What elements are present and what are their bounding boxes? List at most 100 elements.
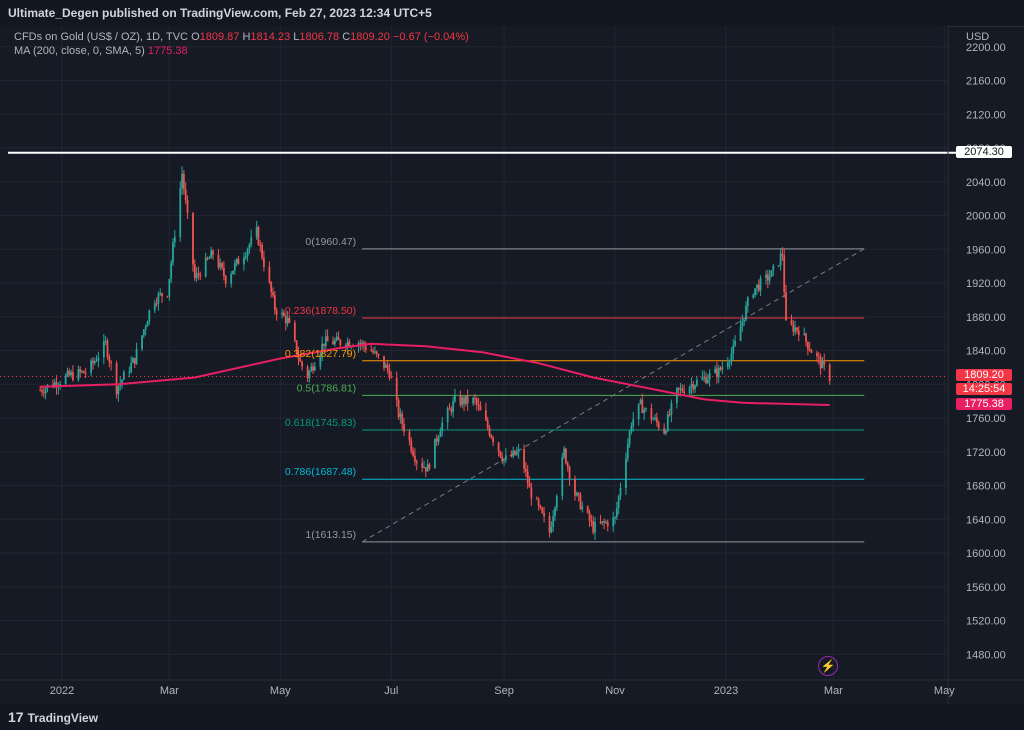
candle-body: [412, 451, 415, 456]
candle-body: [726, 362, 729, 368]
candle-body: [528, 483, 531, 488]
candle-body: [612, 517, 615, 527]
candle-body: [790, 320, 793, 325]
candle-body: [313, 366, 316, 371]
candle-body: [701, 377, 704, 380]
ma200-line[interactable]: [40, 342, 830, 406]
candle-body: [752, 294, 755, 298]
candle-body: [566, 463, 569, 468]
candle-body: [414, 455, 416, 462]
candle-body: [706, 379, 709, 384]
candle-body: [739, 326, 742, 341]
fib-level-label: 1(1613.15): [305, 529, 356, 541]
close-value: 1809.20: [350, 31, 390, 43]
candle-body: [221, 263, 223, 268]
candle-body: [237, 258, 240, 265]
candle-body: [161, 293, 163, 297]
candle-body: [403, 424, 405, 432]
candle-body: [415, 461, 418, 464]
candle-body: [550, 526, 553, 533]
candle-body: [452, 401, 455, 412]
candle-body: [781, 253, 784, 256]
candle-body: [263, 257, 265, 267]
candle-body: [475, 398, 478, 405]
candle-body: [339, 339, 342, 346]
ma-legend[interactable]: MA (200, close, 0, SMA, 5) 1775.38: [14, 45, 188, 57]
symbol-label: CFDs on Gold (US$ / OZ), 1D, TVC: [14, 31, 189, 43]
price-tick-label: 1720.00: [966, 447, 1006, 459]
candle-body: [434, 438, 436, 469]
candle-body: [104, 340, 107, 342]
candle-body: [95, 360, 98, 362]
candle-body: [122, 371, 125, 380]
candle-body: [110, 362, 113, 364]
candle-body: [599, 521, 602, 523]
candle-body: [601, 521, 604, 523]
candle-body: [639, 399, 642, 404]
candle-body: [581, 506, 584, 510]
candle-body: [335, 336, 338, 341]
tradingview-logo[interactable]: 17 TradingView: [8, 709, 98, 725]
open-value: 1809.87: [199, 31, 240, 43]
candle-body: [130, 362, 133, 372]
candle-body: [677, 387, 680, 390]
candle-body: [615, 507, 618, 517]
candle-body: [446, 408, 449, 423]
fib-level-label: 0.5(1786.81): [297, 382, 357, 394]
candle-body: [81, 371, 83, 373]
candle-body: [492, 437, 495, 443]
candle-body: [41, 390, 43, 393]
candle-body: [694, 385, 696, 390]
candle-body: [244, 256, 247, 258]
candle-body: [461, 397, 464, 405]
candle-body: [575, 492, 578, 496]
candle-body: [359, 343, 362, 345]
candle-body: [92, 360, 94, 364]
candle-body: [79, 369, 82, 373]
candle-body: [168, 278, 171, 297]
candle-body: [399, 413, 402, 417]
price-tick-label: 1840.00: [966, 346, 1006, 358]
candle-body: [626, 444, 629, 459]
candle-body: [768, 276, 771, 281]
candle-body: [397, 399, 400, 417]
candle-body: [39, 390, 42, 392]
open-label: O: [191, 31, 200, 43]
time-tick-label: May: [270, 685, 291, 697]
candle-body: [754, 288, 757, 295]
candle-body: [657, 422, 660, 428]
currency-label[interactable]: USD: [966, 31, 990, 43]
candle-body: [197, 273, 200, 275]
candle-body: [142, 329, 145, 336]
candle-body: [55, 382, 58, 388]
candle-body: [66, 370, 69, 376]
candle-body: [77, 369, 80, 380]
time-tick-label: Sep: [494, 685, 514, 697]
candle-body: [574, 478, 576, 496]
candle-body: [166, 296, 169, 298]
candle-body: [306, 366, 309, 379]
candle-body: [792, 324, 795, 332]
time-tick-label: May: [934, 685, 955, 697]
candle-body: [44, 388, 47, 394]
candle-body: [668, 414, 671, 416]
fib-trend-line[interactable]: [361, 248, 865, 543]
candle-body: [299, 358, 302, 362]
candle-body: [819, 357, 822, 369]
candle-body: [719, 367, 722, 370]
candle-body: [588, 512, 591, 521]
candle-body: [206, 257, 209, 259]
candle-body: [488, 427, 491, 436]
candle-body: [606, 521, 609, 527]
candle-body: [817, 356, 820, 358]
candle-body: [497, 442, 500, 452]
candle-body: [717, 367, 720, 378]
candle-body: [579, 495, 582, 510]
candle-body: [816, 352, 818, 357]
candle-body: [568, 467, 571, 479]
candle-body: [543, 513, 545, 517]
lightning-icon[interactable]: ⚡: [818, 656, 838, 676]
candle-body: [82, 371, 85, 374]
candle-body: [384, 364, 387, 368]
